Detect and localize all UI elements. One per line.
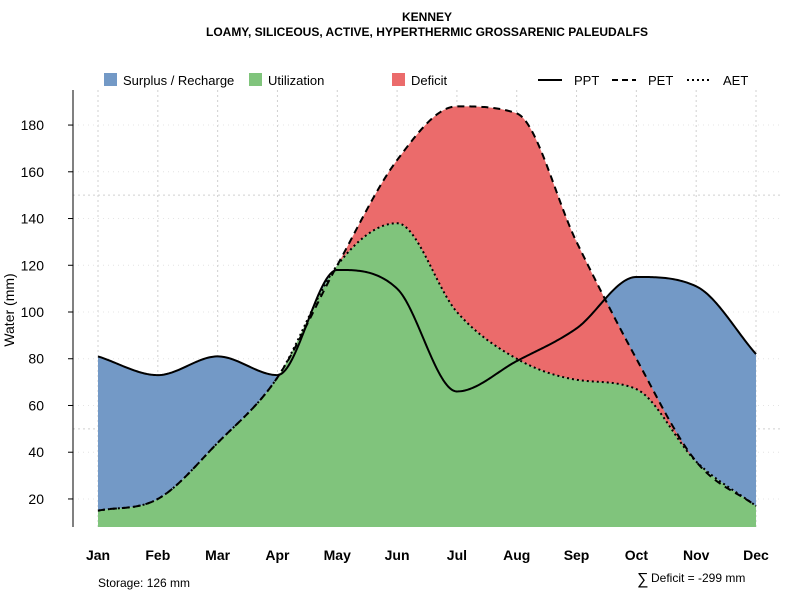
x-tick-label: Apr [265, 547, 290, 563]
chart-subtitle: LOAMY, SILICEOUS, ACTIVE, HYPERTHERMIC G… [206, 25, 648, 39]
x-tick-label: Jul [447, 547, 467, 563]
storage-label: Storage: 126 mm [98, 576, 190, 590]
surplus-recharge-area [604, 276, 756, 506]
utilization-area [98, 223, 756, 527]
y-tick-label: 160 [21, 164, 45, 180]
legend-swatch [392, 73, 405, 86]
x-tick-label: Nov [683, 547, 710, 563]
legend-swatch [104, 73, 117, 86]
y-tick-label: 120 [21, 257, 45, 273]
y-tick-label: 20 [28, 491, 44, 507]
x-tick-label: Feb [145, 547, 170, 563]
y-tick-label: 180 [21, 117, 45, 133]
deficit-area [338, 106, 696, 461]
series-lines [97, 105, 757, 512]
deficit-label: Deficit = -299 mm [651, 571, 745, 585]
x-tick-label: Mar [205, 547, 230, 563]
axes: 20 40 60 80 100 120 140 160 180 Jan Feb Mar Apr May Ju… [21, 90, 769, 563]
legend-label: AET [723, 73, 748, 88]
x-tick-label: Dec [743, 547, 769, 563]
y-tick-label: 80 [28, 351, 44, 367]
x-tick-label: Sep [564, 547, 590, 563]
y-tick-label: 40 [28, 444, 44, 460]
surplus-recharge-area [98, 356, 279, 511]
x-tick-label: May [324, 547, 351, 563]
deficit-sum-symbol: ∑ [637, 571, 648, 588]
ppt-line [97, 268, 757, 393]
legend-label: Utilization [268, 73, 324, 88]
legend-label: Deficit [411, 73, 448, 88]
legend: Surplus / Recharge Utilization Deficit PPT P… [104, 73, 748, 88]
y-tick-label: 140 [21, 211, 45, 227]
legend-label: Surplus / Recharge [123, 73, 234, 88]
x-tick-label: Jan [86, 547, 110, 563]
legend-label: PET [648, 73, 673, 88]
x-tick-label: Oct [625, 547, 649, 563]
legend-label: PPT [574, 73, 599, 88]
legend-swatch [249, 73, 262, 86]
chart-title: KENNEY [402, 10, 452, 24]
x-tick-label: Aug [503, 547, 530, 563]
x-tick-label: Jun [385, 547, 410, 563]
pet-line [97, 105, 757, 512]
area-fills [98, 106, 756, 527]
y-tick-label: 100 [21, 304, 45, 320]
y-tick-label: 60 [28, 397, 44, 413]
y-axis-label: Water (mm) [1, 273, 17, 346]
